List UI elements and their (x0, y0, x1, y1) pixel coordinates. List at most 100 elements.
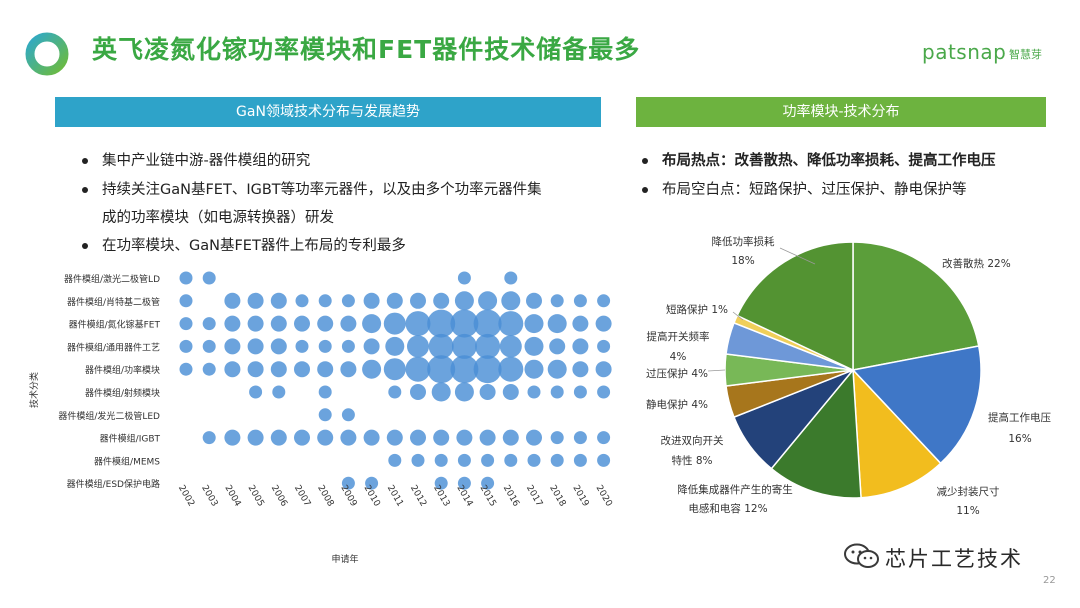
bubble-point (547, 314, 567, 334)
year-tick-label: 2020 (594, 484, 614, 509)
bubble-point (341, 476, 355, 490)
bubble-point (479, 429, 496, 446)
bubble-point (341, 339, 355, 353)
bubble-point (247, 315, 264, 332)
bubble-point (411, 453, 425, 467)
year-tick-label: 2018 (547, 484, 567, 509)
bubble-point (202, 317, 216, 331)
bubble-point (473, 355, 502, 384)
bubble-point (224, 292, 241, 309)
bubble-point (573, 294, 587, 308)
pie-data-label: 提高开关频率 (647, 330, 710, 343)
bubble-point (433, 429, 450, 446)
category-label: 器件模组/肖特基二极管 (67, 296, 160, 308)
pie-data-label: 静电保护 4% (646, 398, 708, 411)
bullet-icon (642, 158, 648, 164)
bubble-point (317, 429, 334, 446)
year-tick-label: 2005 (246, 484, 266, 509)
bubble-point (386, 429, 403, 446)
pie-slice (770, 368, 862, 499)
bubble-point (481, 453, 495, 467)
bubble-point (524, 336, 544, 356)
bubble-point (499, 335, 522, 358)
left-bullet-1: 集中产业链中游-器件模组的研究 (82, 149, 310, 170)
bubble-point (427, 309, 456, 338)
bullet-icon (82, 158, 88, 164)
category-label: 器件模组/激光二极管LD (64, 273, 160, 285)
bubble-point (451, 333, 477, 359)
right-bullet-hotspot: 布局热点：改善散热、降低功率损耗、提高工作电压 (642, 149, 996, 170)
category-label: 器件模组/射频模块 (85, 387, 160, 399)
bubble-point (427, 355, 456, 384)
bubble-point (524, 314, 544, 334)
bubble-point (383, 358, 406, 381)
leader-line (779, 247, 816, 265)
bubble-point (527, 453, 541, 467)
bubble-point (318, 385, 332, 399)
year-tick-label: 2013 (431, 484, 451, 509)
bubble-point (341, 294, 355, 308)
bubble-point (457, 476, 471, 490)
year-tick-label: 2009 (338, 484, 358, 509)
bubble-point (405, 356, 431, 382)
bullet-icon (82, 187, 88, 193)
bubble-point (572, 338, 589, 355)
bubble-point (547, 359, 567, 379)
left-bullet-2-continued: 成的功率模块（如电源转换器）研发 (102, 210, 334, 226)
bubble-point (498, 356, 524, 382)
bubble-point (249, 385, 263, 399)
bubble-point (479, 384, 496, 400)
pie-data-label: 降低功率损耗 (712, 235, 775, 248)
bubble-point (502, 429, 519, 446)
year-tick-label: 2016 (501, 484, 521, 509)
left-panel-header: GaN领域技术分布与发展趋势 (55, 97, 601, 127)
year-tick-label: 2015 (478, 484, 498, 509)
pie-data-label: 11% (956, 505, 979, 517)
bubble-point (597, 431, 611, 445)
bubble-point (434, 453, 448, 467)
patsnap-logo-cn: 智慧芽 (1009, 48, 1042, 61)
pie-slice (851, 345, 982, 465)
year-tick-label: 2010 (362, 484, 382, 509)
bubble-point (597, 385, 611, 399)
year-tick-label: 2014 (454, 484, 474, 509)
bubble-point (179, 317, 193, 331)
bubble-point (457, 271, 471, 285)
pie-data-label: 4% (670, 351, 687, 363)
bubble-point (456, 429, 473, 446)
bubble-point (450, 309, 479, 338)
bubble-point (179, 271, 193, 285)
bubble-point (247, 292, 264, 309)
bubble-point (595, 315, 612, 332)
bubble-point (550, 294, 564, 308)
bubble-point (363, 429, 380, 446)
bubble-point (410, 384, 426, 400)
bubble-point (340, 315, 357, 332)
bubble-point (270, 361, 287, 378)
bubble-point (318, 339, 332, 353)
left-bullet-3: 在功率模块、GaN基FET器件上布局的专利最多 (82, 234, 406, 255)
pie-data-label: 过压保护 4% (646, 367, 708, 380)
bubble-point (597, 294, 611, 308)
year-tick-label: 2003 (199, 484, 219, 509)
pie-slice (736, 241, 854, 372)
bubble-point (434, 476, 448, 490)
bubble-point (597, 453, 611, 467)
bubble-point (498, 311, 524, 337)
bubble-point (317, 315, 334, 332)
pie-data-label: 电感和电容 12% (688, 502, 767, 515)
bubble-point (433, 292, 450, 309)
year-tick-label: 2019 (570, 484, 590, 509)
bubble-point (202, 362, 216, 376)
category-label: 器件模组/通用器件工艺 (67, 341, 160, 353)
bubble-point (407, 335, 429, 358)
bubble-point (224, 429, 241, 446)
bubble-point (224, 315, 241, 332)
bubble-point (247, 361, 264, 378)
bubble-point (270, 429, 287, 446)
x-axis-label: 申请年 (331, 553, 358, 565)
bubble-point (502, 384, 519, 400)
bubble-point (450, 355, 479, 384)
year-tick-label: 2008 (315, 484, 335, 509)
